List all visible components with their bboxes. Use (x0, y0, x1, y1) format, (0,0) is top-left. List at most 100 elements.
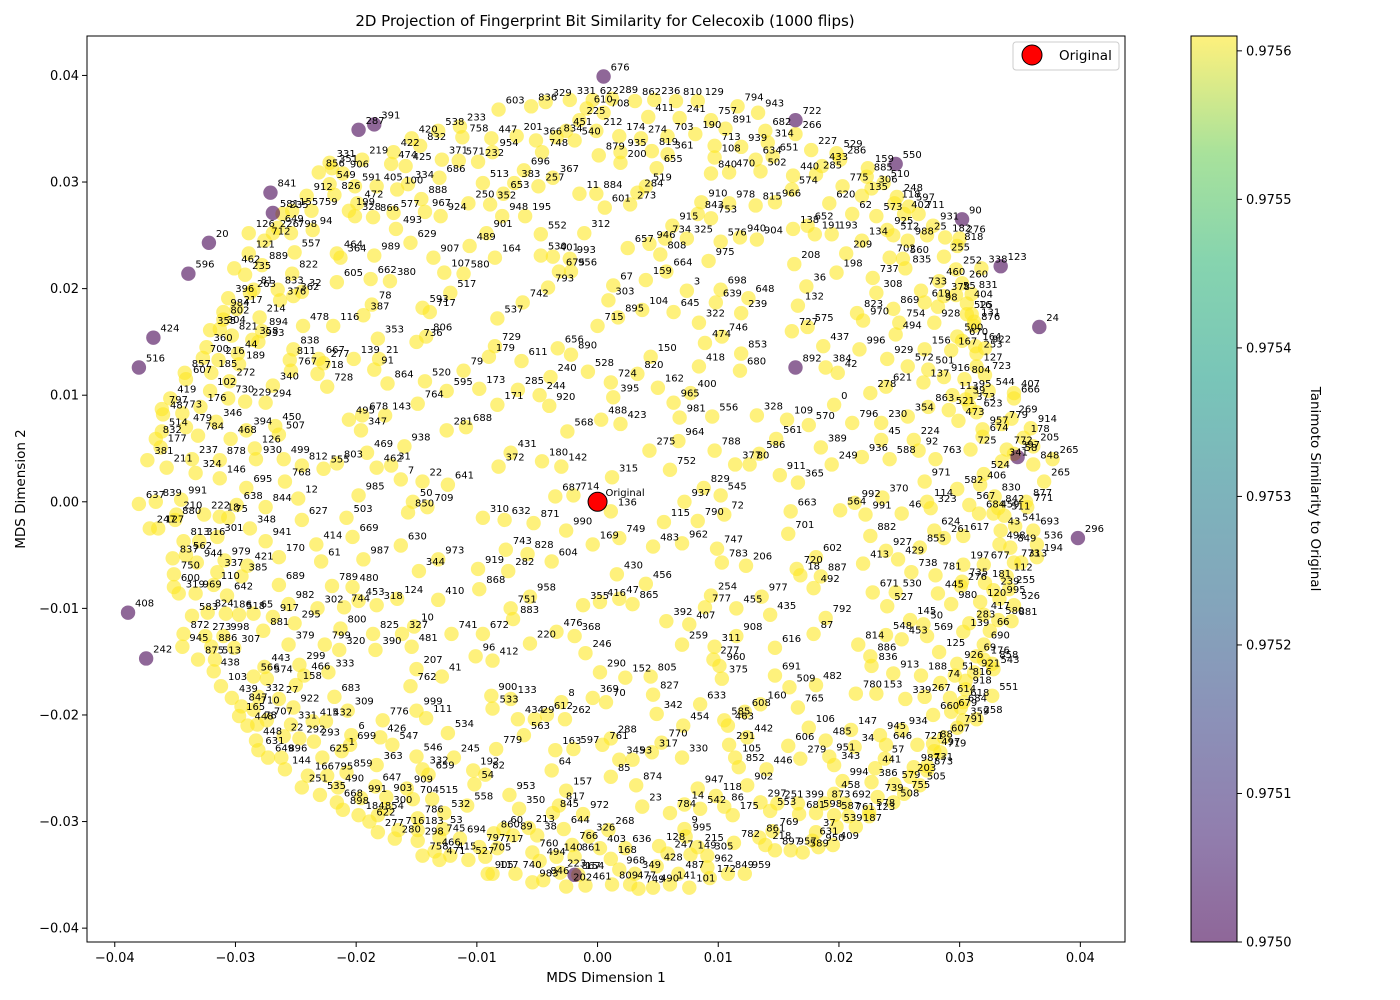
point-label: 461 (592, 872, 611, 883)
high-similarity-point (334, 744, 349, 759)
point-label: 550 (903, 150, 922, 161)
point-label: 431 (518, 439, 537, 450)
high-similarity-point (656, 514, 672, 530)
high-similarity-point (502, 787, 517, 803)
point-label: 326 (596, 822, 615, 833)
point-label: 115 (671, 508, 690, 519)
colorbar-frame (1190, 35, 1238, 943)
point-label: 854 (385, 801, 404, 812)
high-similarity-point (224, 328, 240, 343)
high-similarity-point (131, 496, 147, 512)
point-label: 682 (772, 117, 791, 128)
high-similarity-point (668, 93, 684, 109)
point-label: 376 (287, 286, 306, 297)
point-label: 387 (370, 301, 389, 312)
point-label: 343 (841, 751, 860, 762)
high-similarity-point (456, 266, 471, 281)
high-similarity-point (896, 206, 912, 222)
high-similarity-point (951, 413, 966, 428)
high-similarity-point (958, 682, 973, 697)
point-label: 971 (932, 468, 951, 479)
point-label: 789 (339, 572, 358, 583)
point-label: 684 (986, 500, 1005, 511)
point-label: 403 (607, 834, 626, 845)
point-label: 623 (984, 398, 1003, 409)
point-label: 169 (600, 530, 619, 541)
point-label: 630 (408, 531, 427, 542)
point-label: 718 (325, 360, 344, 371)
high-similarity-point (365, 210, 381, 225)
point-label: 191 (822, 220, 841, 231)
high-similarity-point (522, 636, 538, 651)
point-label: 318 (384, 591, 403, 602)
point-label: 687 (562, 482, 581, 493)
high-similarity-point (579, 101, 594, 116)
high-similarity-point (742, 457, 757, 472)
point-label: 245 (461, 744, 480, 755)
point-label: 762 (417, 672, 436, 683)
high-similarity-point (153, 440, 168, 455)
high-similarity-point (257, 659, 272, 675)
high-similarity-point (393, 472, 409, 487)
point-label: 369 (600, 684, 619, 695)
point-label: 614 (957, 684, 976, 695)
point-label: 172 (717, 864, 736, 875)
colorbar-tick-label: 0.9755 (1246, 193, 1292, 208)
high-similarity-point (239, 480, 254, 496)
high-similarity-point (346, 351, 361, 367)
point-label: 447 (498, 124, 517, 135)
high-similarity-point (916, 375, 931, 390)
high-similarity-point (294, 512, 310, 528)
high-similarity-point (702, 870, 717, 886)
high-similarity-point (644, 143, 660, 159)
high-similarity-point (479, 225, 494, 241)
point-label: 606 (795, 732, 814, 743)
point-label: 375 (729, 665, 748, 676)
high-similarity-point (790, 796, 806, 811)
high-similarity-point (239, 423, 254, 438)
point-label: 808 (667, 241, 686, 252)
point-label: 786 (425, 804, 444, 815)
high-similarity-point (691, 315, 707, 330)
point-label: 289 (619, 85, 638, 96)
chart-title: 2D Projection of Fingerprint Bit Similar… (355, 12, 854, 30)
high-similarity-point (737, 866, 753, 881)
point-label: 79 (471, 357, 484, 368)
high-similarity-point (475, 175, 491, 191)
high-similarity-point (610, 310, 626, 325)
high-similarity-point (697, 335, 713, 351)
point-label: 804 (971, 365, 990, 376)
point-label: 291 (736, 731, 755, 742)
high-similarity-point (657, 231, 673, 246)
high-similarity-point (701, 253, 716, 269)
point-label: 709 (434, 493, 453, 504)
point-label: 583 (199, 602, 218, 613)
high-similarity-point (282, 352, 297, 368)
high-similarity-point (387, 831, 402, 846)
point-label: 141 (677, 870, 696, 881)
high-similarity-point (683, 385, 698, 401)
high-similarity-point (741, 291, 756, 306)
point-label: 563 (531, 721, 550, 732)
high-similarity-point (336, 600, 352, 615)
y-tick-label: −0.01 (39, 602, 79, 617)
high-similarity-point (452, 831, 468, 846)
point-label: 78 (379, 291, 392, 302)
high-similarity-point (785, 168, 801, 183)
high-similarity-point (335, 802, 351, 818)
point-label: 391 (381, 110, 400, 121)
high-similarity-point (332, 642, 347, 658)
point-label: 332 (430, 755, 449, 766)
point-label: 47 (626, 585, 639, 596)
high-similarity-point (677, 797, 692, 812)
point-label: 604 (559, 547, 578, 558)
x-tick-label: −0.04 (95, 951, 135, 966)
point-label: 314 (775, 129, 794, 140)
point-label: 842 (1005, 494, 1024, 505)
point-label: 576 (728, 228, 747, 239)
point-label: 857 (192, 359, 211, 370)
high-similarity-point (720, 866, 736, 881)
legend-original-label: Original (1059, 48, 1112, 64)
high-similarity-point (825, 837, 841, 853)
point-label: 916 (951, 363, 970, 374)
